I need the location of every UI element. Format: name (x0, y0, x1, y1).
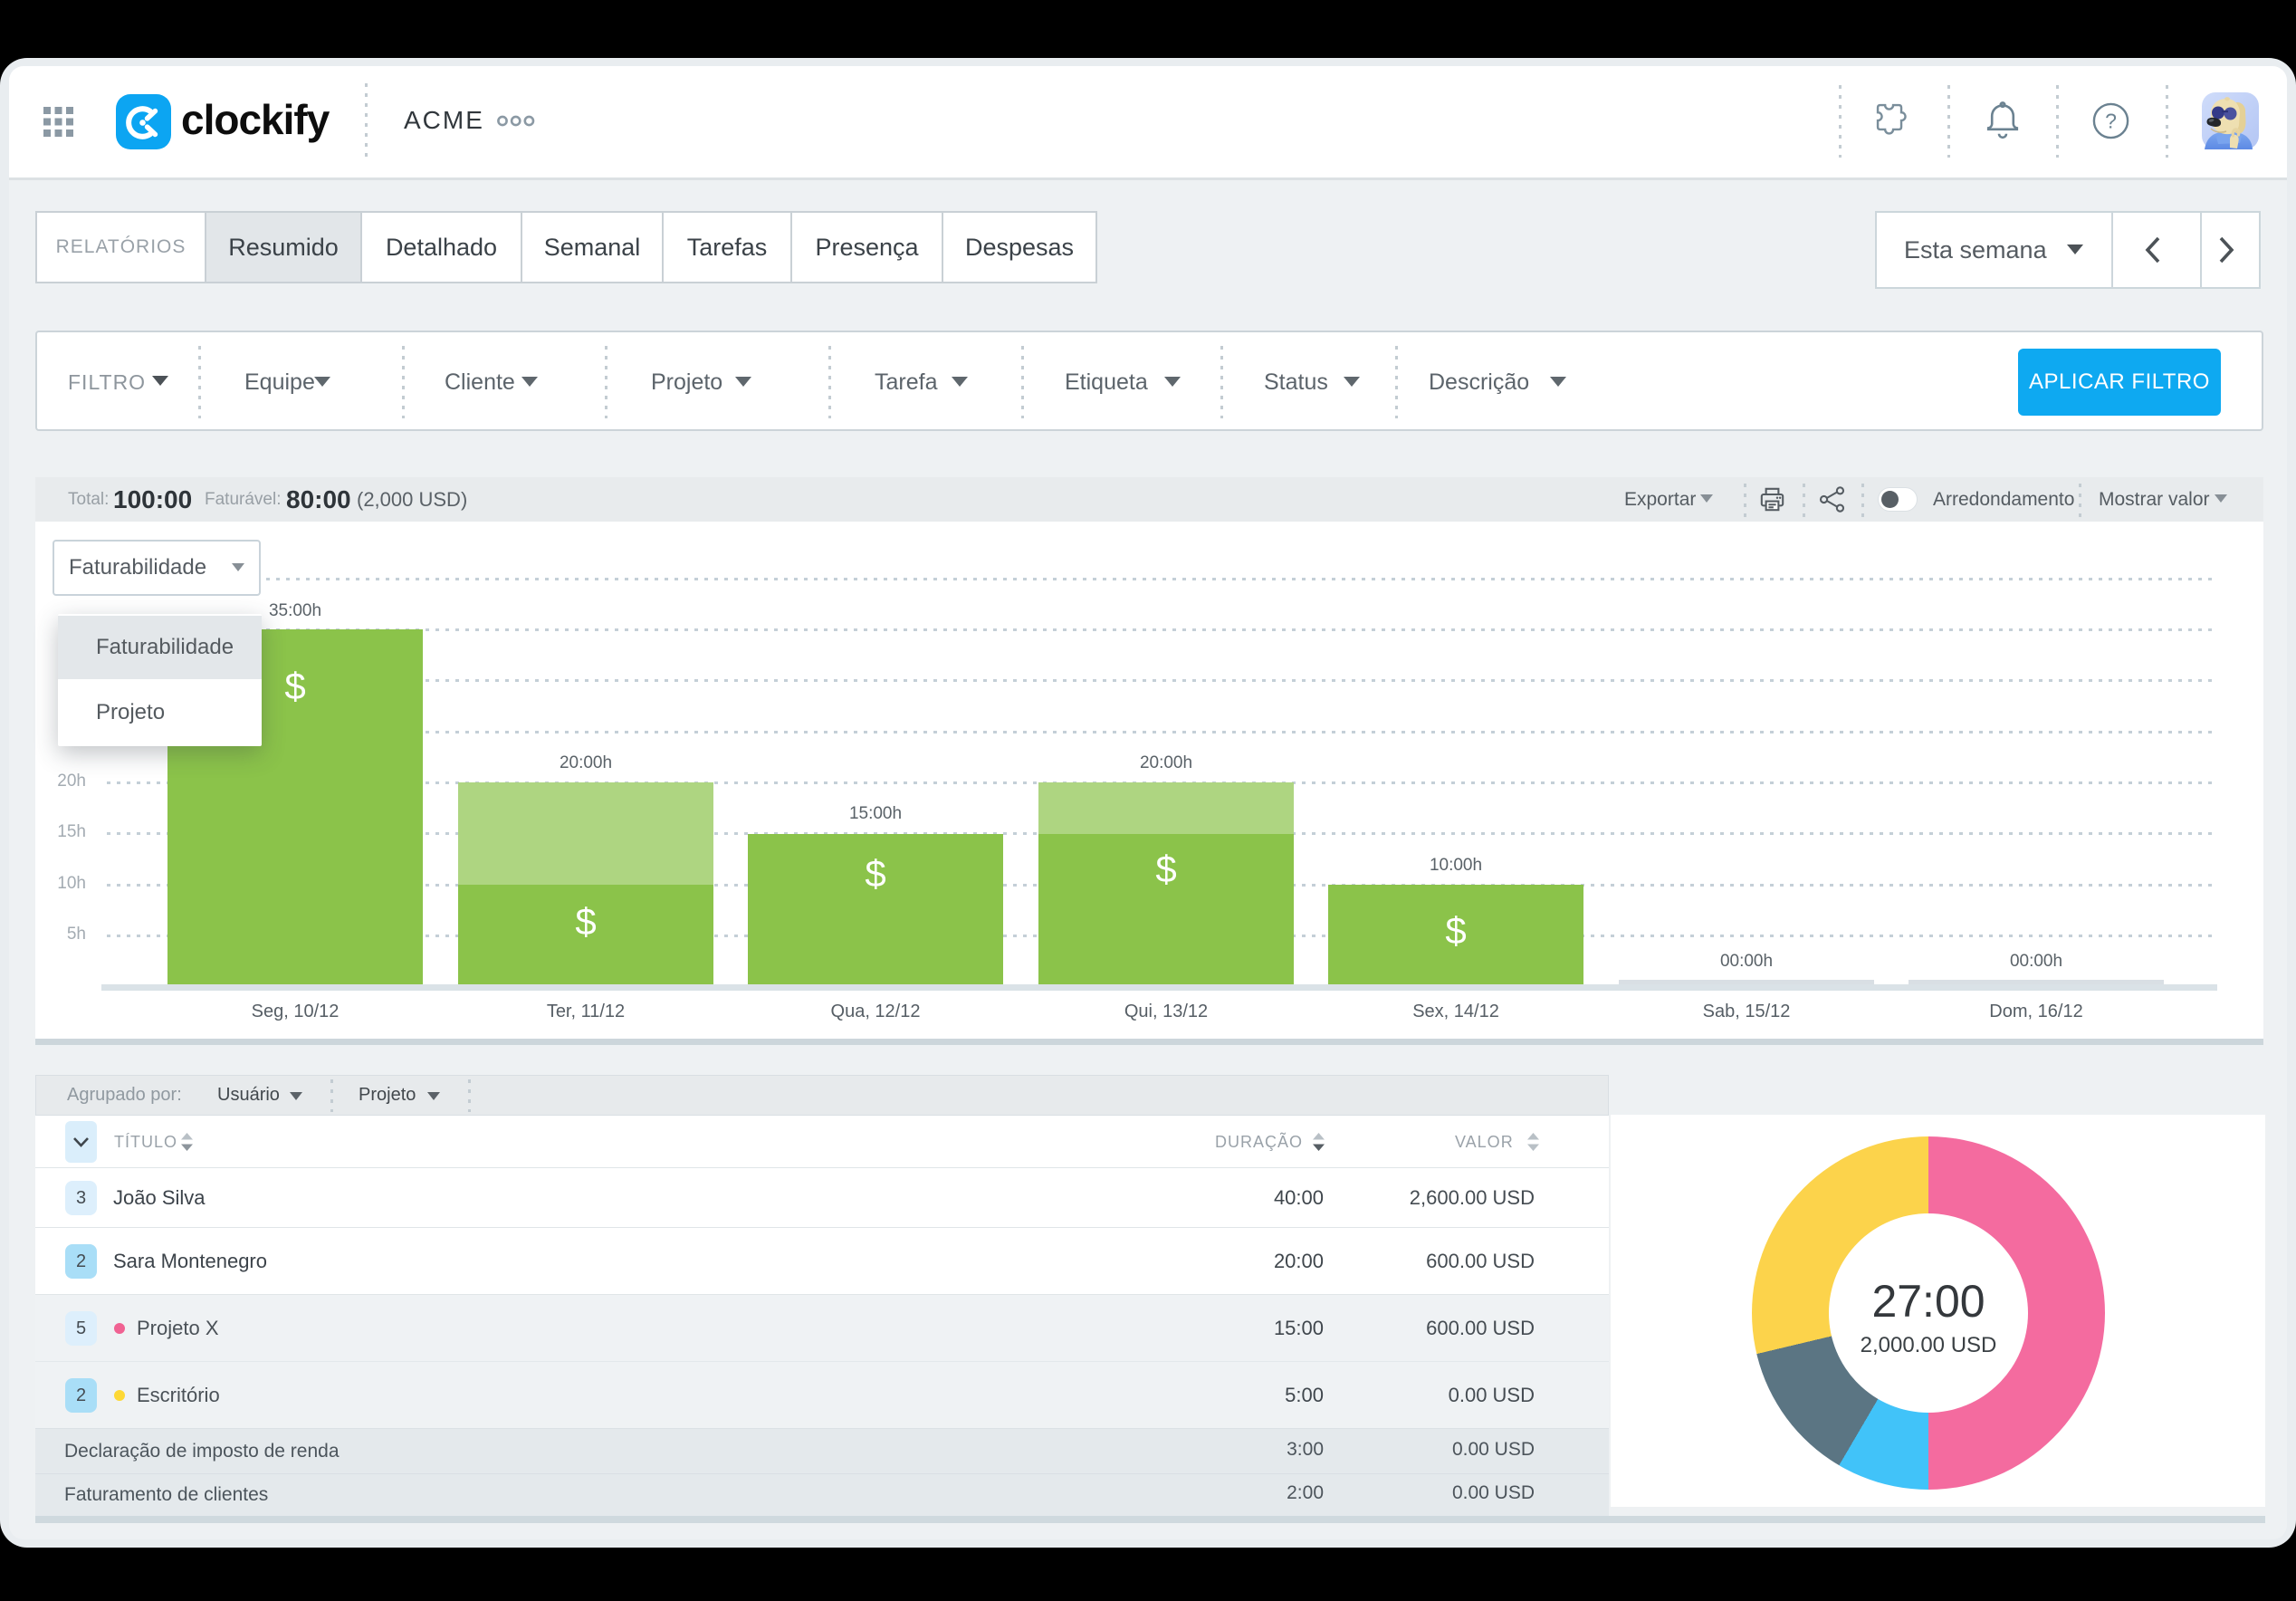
svg-text:?: ? (2105, 110, 2117, 133)
